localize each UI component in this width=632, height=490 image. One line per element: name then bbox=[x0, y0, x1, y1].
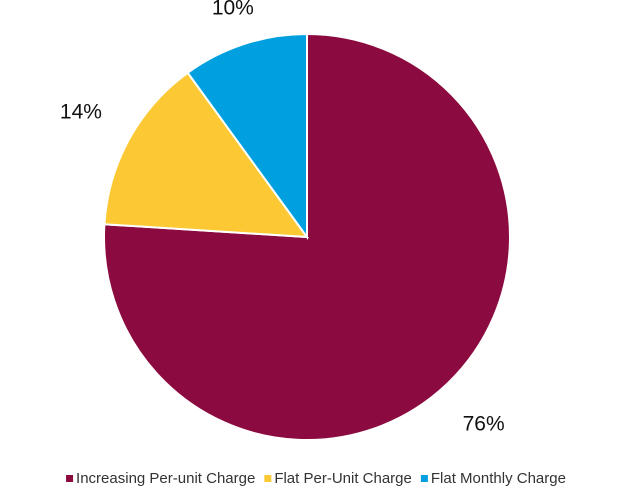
legend-swatch bbox=[66, 475, 74, 482]
data-label: 76% bbox=[463, 413, 505, 436]
legend-label: Flat Per-Unit Charge bbox=[274, 470, 412, 487]
legend-label: Increasing Per-unit Charge bbox=[76, 470, 255, 487]
legend-swatch bbox=[420, 475, 428, 482]
pie-slice bbox=[186, 32, 308, 241]
data-label: 10% bbox=[212, 0, 254, 19]
legend-swatch bbox=[264, 475, 272, 482]
pie-slice bbox=[103, 71, 310, 239]
legend-label: Flat Monthly Charge bbox=[431, 470, 566, 487]
data-label: 14% bbox=[60, 100, 102, 123]
